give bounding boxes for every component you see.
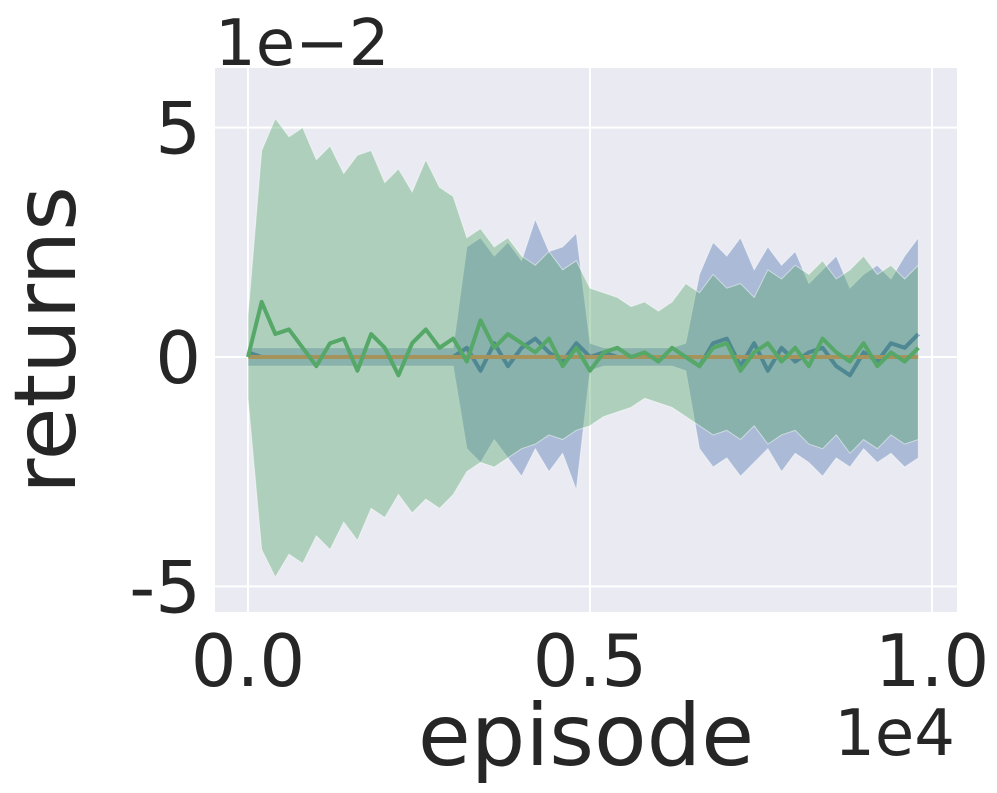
y-tick-label: 5 bbox=[155, 87, 201, 171]
confidence-band bbox=[247, 217, 919, 491]
y-offset-label: 1e−2 bbox=[215, 7, 389, 81]
x-axis-label: episode bbox=[418, 686, 754, 786]
x-tick-label: 0.5 bbox=[533, 619, 648, 703]
y-tick-label: 0 bbox=[155, 316, 201, 400]
x-tick-label: 1.0 bbox=[875, 619, 990, 703]
line bbox=[246, 299, 920, 378]
confidence-band bbox=[247, 117, 919, 579]
y-axis-label: returns bbox=[0, 186, 96, 494]
x-tick-label: 0.0 bbox=[191, 619, 306, 703]
y-tick-label: -5 bbox=[129, 545, 201, 629]
x-offset-label: 1e4 bbox=[834, 697, 955, 771]
